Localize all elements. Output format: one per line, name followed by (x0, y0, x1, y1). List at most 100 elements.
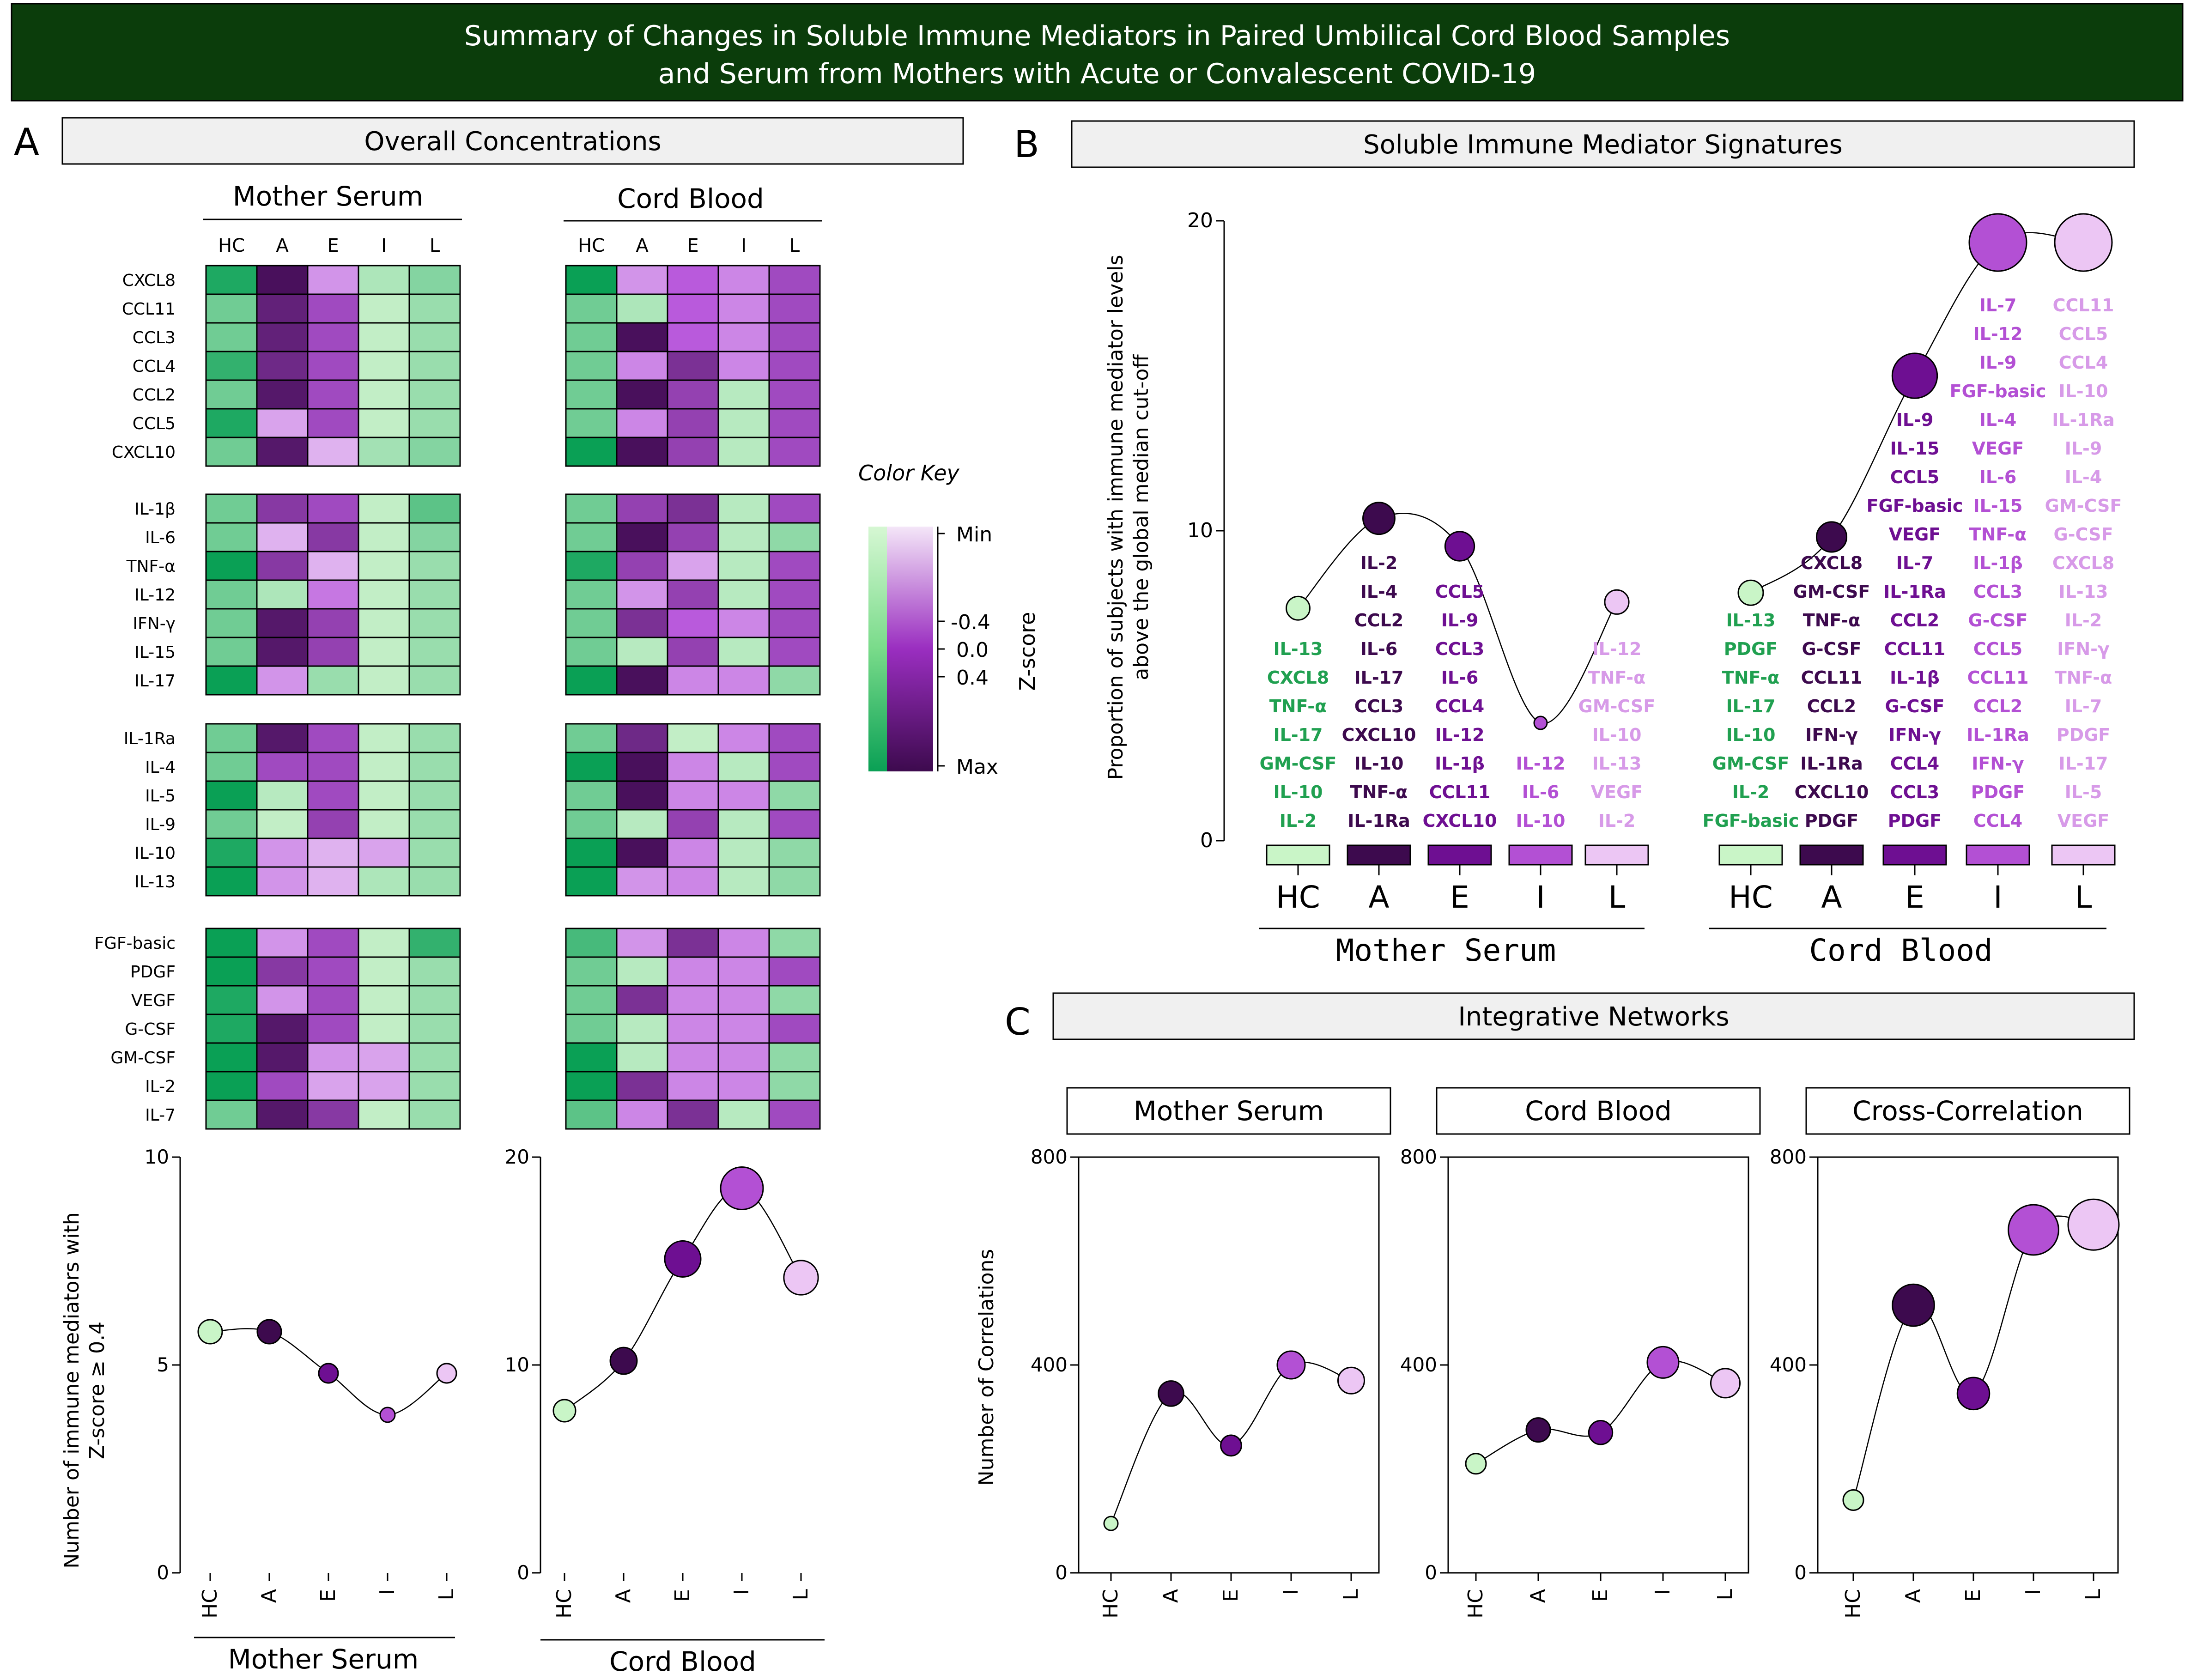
heatmap-cell (358, 379, 410, 410)
heatmap-cell (358, 322, 410, 352)
heatmap-cell (205, 752, 258, 782)
title-background (11, 3, 2184, 102)
data-point (720, 1166, 764, 1210)
mediator-label: GM-CSF (1578, 696, 1656, 716)
heatmap-cell (205, 866, 258, 897)
heatmap-cell (565, 379, 618, 410)
heatmap-cell (408, 351, 461, 381)
mediator-label: PDGF (1724, 639, 1778, 659)
heatmap-cell (768, 437, 821, 467)
heatmap-cell (256, 723, 309, 753)
x-tick-label: I (1651, 1589, 1675, 1595)
data-point (1604, 589, 1630, 615)
panel-c-cross-title: Cross-Correlation (1852, 1095, 2083, 1127)
heatmap-cell (616, 608, 668, 638)
heatmap-cell (717, 493, 770, 524)
heatmap-cell (667, 351, 719, 381)
heatmap-cell (616, 723, 668, 753)
mediator-label: IL-12 (1516, 753, 1565, 774)
heatmap-cell (358, 1071, 410, 1101)
heatmap-cell (565, 1071, 618, 1101)
data-point (664, 1240, 702, 1278)
mediator-label: G-CSF (1802, 639, 1862, 659)
heatmap-cell (408, 293, 461, 324)
heatmap-cell (408, 665, 461, 696)
heatmap-cell (358, 985, 410, 1015)
heatmap-cell (256, 379, 309, 410)
mediator-label: IL-9 (1441, 610, 1479, 631)
heatmap-cell (408, 866, 461, 897)
heatmap-cell (205, 1071, 258, 1101)
group-label: HC (1276, 879, 1320, 915)
panel-b-mother-xlabel: Mother Serum (1336, 933, 1556, 968)
heatmap-cell (205, 809, 258, 839)
mediator-label: IL-13 (2058, 582, 2108, 602)
mediator-label: FGF-basic (1950, 381, 2046, 401)
heatmap-cell (256, 752, 309, 782)
panel-c-header-box (1052, 992, 2135, 1040)
mediator-label: IL-17 (1726, 696, 1775, 716)
heatmap-cell (616, 809, 668, 839)
heatmap-cell (717, 408, 770, 438)
heatmap-cell (616, 1071, 668, 1101)
mediator-label: TNF-α (1803, 610, 1860, 631)
mediator-label: IL-7 (1979, 295, 2017, 315)
x-tick-label: E (316, 1589, 340, 1602)
heatmap-cell (307, 293, 359, 324)
color-key-tick-label: 0.4 (956, 666, 989, 690)
heatmap-cell (667, 665, 719, 696)
heatmap-column-label: E (687, 235, 698, 256)
heatmap-cell (717, 985, 770, 1015)
color-key-axis-title: Z-score (1015, 612, 1040, 691)
heatmap-cell (717, 322, 770, 352)
panel-a-mother-xlabel: Mother Serum (228, 1644, 419, 1675)
panel-c-cord-plot: 0 400 800 HC A E I L (1400, 1146, 1749, 1619)
heatmap-cell (616, 551, 668, 581)
heatmap-cell (307, 837, 359, 868)
heatmap-row-label: CCL3 (133, 328, 176, 347)
heatmap-cell (565, 928, 618, 958)
heatmap-row-label: IL-6 (145, 528, 176, 547)
y-tick-label: 0 (1055, 1561, 1068, 1584)
heatmap-row-label: IL-5 (145, 787, 176, 806)
heatmap-row-label: IL-17 (134, 672, 176, 691)
heatmap-column-label: A (636, 235, 649, 256)
heatmap-cell (307, 866, 359, 897)
heatmap-cord-title: Cord Blood (617, 183, 764, 214)
mediator-label: IL-17 (1273, 725, 1323, 745)
heatmap-cell (205, 665, 258, 696)
x-tick-label: E (1589, 1589, 1612, 1602)
heatmap-cell (616, 837, 668, 868)
heatmap-cell (358, 1099, 410, 1130)
data-point (1337, 1366, 1366, 1395)
heatmap-cell (307, 322, 359, 352)
mediator-label: PDGF (1888, 811, 1942, 831)
heatmap-cell (205, 1099, 258, 1130)
heatmap-cell (408, 956, 461, 987)
y-tick-label: 800 (1400, 1146, 1437, 1168)
y-tick-label: 400 (1400, 1353, 1437, 1376)
mediator-label: IL-9 (1896, 410, 1934, 430)
mediator-label: IL-13 (1592, 753, 1641, 774)
mediator-label: IL-15 (1973, 496, 2022, 516)
mediator-label: CCL5 (1973, 639, 2022, 659)
panel-c-mother-title-box (1066, 1087, 1391, 1135)
heatmap-cell (565, 522, 618, 552)
heatmap-cell (616, 1013, 668, 1044)
plot-frame (1078, 1156, 1380, 1574)
heatmap-cell (768, 351, 821, 381)
mediator-label: IL-1Ra (1800, 753, 1863, 774)
heatmap-cell (565, 1099, 618, 1130)
heatmap-cell (768, 665, 821, 696)
x-tick-label: L (435, 1589, 458, 1601)
heatmap-cell (565, 351, 618, 381)
data-point (1891, 352, 1938, 399)
heatmap-cell (616, 379, 668, 410)
heatmap-cell (205, 322, 258, 352)
heatmap-cell (256, 985, 309, 1015)
heatmap-row-label: IL-1β (134, 500, 176, 519)
heatmap-row-label: CCL2 (133, 386, 176, 405)
data-point (1956, 1377, 1991, 1411)
x-tick-label: HC (552, 1589, 576, 1619)
heatmap-cell (205, 723, 258, 753)
